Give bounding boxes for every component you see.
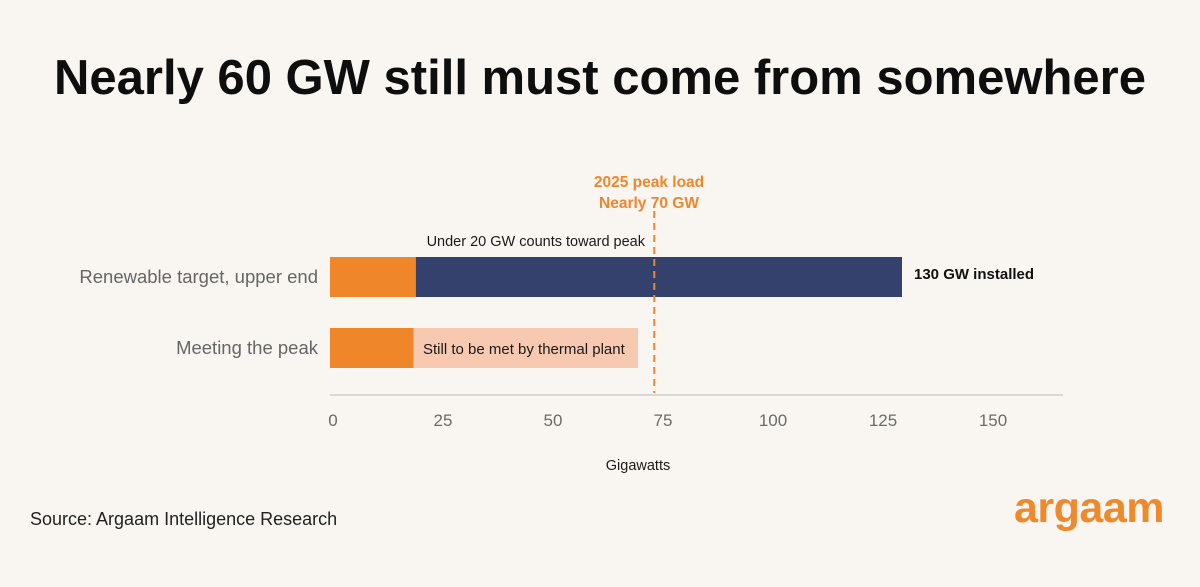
chart-title: Nearly 60 GW still must come from somewh…: [54, 51, 1146, 105]
x-axis-title: Gigawatts: [606, 458, 670, 474]
category-label: Renewable target, upper end: [79, 266, 318, 287]
x-tick-label: 125: [869, 411, 897, 430]
bar-segment: [330, 328, 414, 368]
x-tick-label: 50: [544, 411, 563, 430]
peak-load-label: 2025 peak load: [594, 174, 704, 191]
bar-label-thermal: Still to be met by thermal plant: [423, 341, 626, 358]
bar-segment: [413, 328, 638, 368]
bar-segment: [415, 257, 902, 297]
bar-segment: [330, 257, 416, 297]
x-tick-label: 100: [759, 411, 787, 430]
x-tick-label: 25: [434, 411, 453, 430]
bar-label-installed: 130 GW installed: [914, 266, 1034, 283]
argaam-logo: argaam: [1014, 484, 1164, 532]
x-tick-label: 150: [979, 411, 1007, 430]
peak-load-label: Nearly 70 GW: [599, 195, 699, 212]
source-note: Source: Argaam Intelligence Research: [30, 509, 338, 529]
x-tick-label: 0: [328, 411, 337, 430]
category-label: Meeting the peak: [176, 337, 319, 358]
counts-toward-peak-label: Under 20 GW counts toward peak: [427, 234, 646, 250]
x-tick-label: 75: [654, 411, 673, 430]
